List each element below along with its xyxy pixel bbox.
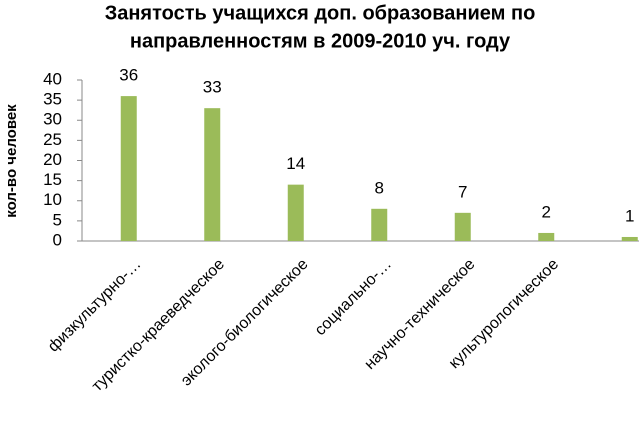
- y-tick-label: 35: [43, 90, 62, 109]
- bar: [120, 96, 137, 241]
- data-label: 33: [203, 78, 222, 97]
- y-axis-title: кол-во человек: [3, 104, 20, 218]
- data-label: 7: [458, 182, 467, 201]
- bar: [371, 208, 388, 241]
- x-tick-label: физкультурно-…: [45, 256, 145, 356]
- bar: [621, 236, 638, 241]
- x-tick-label: туристко-краеведческое: [89, 256, 228, 395]
- x-tick-label: социально-…: [312, 256, 395, 339]
- y-tick-label: 0: [53, 230, 62, 249]
- chart-title: направленностям в 2009-2010 уч. году: [130, 30, 511, 52]
- chart-title: Занятость учащихся доп. образованием по: [105, 2, 536, 24]
- data-label: 36: [119, 66, 138, 85]
- y-tick-label: 5: [53, 210, 62, 229]
- y-tick-label: 15: [43, 170, 62, 189]
- y-tick-label: 40: [43, 69, 62, 88]
- data-label: 8: [375, 178, 384, 197]
- y-tick-label: 20: [43, 150, 62, 169]
- y-tick-label: 10: [43, 190, 62, 209]
- bar: [204, 108, 221, 241]
- bar: [454, 212, 471, 241]
- data-label: 14: [286, 154, 305, 173]
- bar: [538, 232, 555, 241]
- data-label: 1: [625, 206, 634, 225]
- y-tick-label: 30: [43, 110, 62, 129]
- bar: [287, 184, 304, 241]
- data-label: 2: [542, 202, 551, 221]
- y-tick-label: 25: [43, 130, 62, 149]
